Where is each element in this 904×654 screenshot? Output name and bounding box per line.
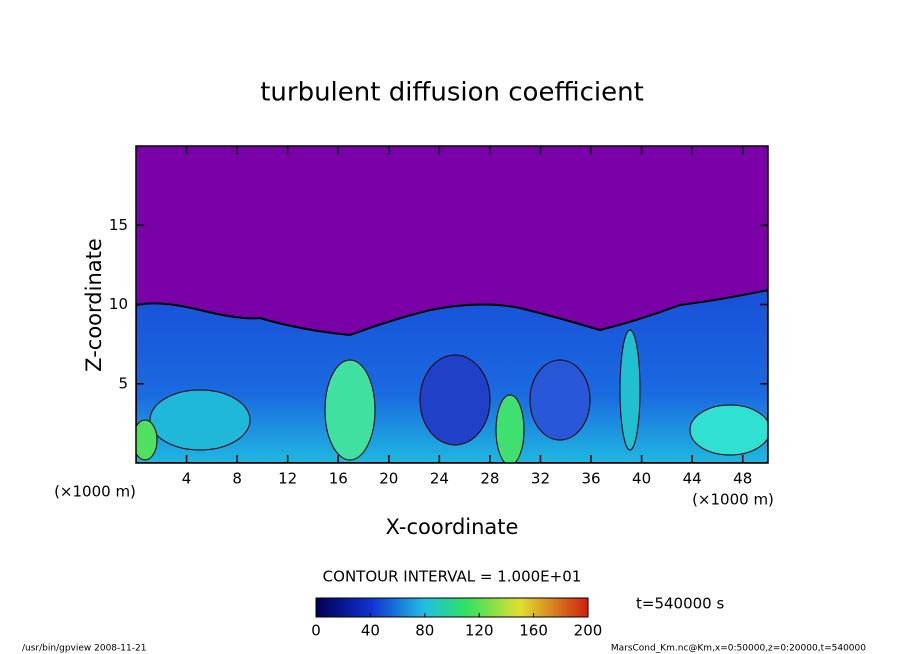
colorbar — [315, 597, 589, 618]
x-tick-label: 40 — [632, 470, 651, 488]
colorbar-tick-label: 0 — [311, 622, 321, 640]
x-tick-label: 36 — [581, 470, 600, 488]
y-axis-label: Z-coordinate — [82, 238, 106, 372]
x-unit-label: (×1000 m) — [54, 483, 136, 501]
x-tick-label: 44 — [683, 470, 702, 488]
contour-interval: CONTOUR INTERVAL = 1.000E+01 — [323, 568, 582, 586]
x-tick-label: 48 — [733, 470, 752, 488]
x-tick-label: 32 — [531, 470, 550, 488]
field — [136, 146, 768, 463]
chart-title: turbulent diffusion coefficient — [260, 78, 644, 108]
footer-left: /usr/bin/gpview 2008-11-21 — [22, 644, 146, 654]
x-unit-label: (×1000 m) — [692, 491, 774, 509]
colorbar-tick-label: 160 — [519, 622, 548, 640]
x-tick-label: 28 — [480, 470, 499, 488]
colorbar-tick-label: 200 — [574, 622, 603, 640]
x-axis-label: X-coordinate — [386, 515, 519, 539]
colorbar-tick-label: 120 — [465, 622, 494, 640]
x-tick-label: 20 — [379, 470, 398, 488]
y-tick-label: 5 — [118, 374, 128, 392]
time-label: t=540000 s — [636, 595, 724, 613]
x-tick-label: 24 — [430, 470, 449, 488]
x-tick-label: 8 — [232, 470, 242, 488]
y-tick-label: 10 — [109, 295, 128, 313]
y-tick-label: 15 — [109, 216, 128, 234]
x-tick-label: 4 — [182, 470, 192, 488]
colorbar-tick-label: 40 — [361, 622, 380, 640]
x-tick-label: 12 — [278, 470, 297, 488]
x-tick-label: 16 — [329, 470, 348, 488]
footer-right: MarsCond_Km.nc@Km,x=0:50000,z=0:20000,t=… — [611, 644, 866, 654]
colorbar-tick-label: 80 — [415, 622, 434, 640]
